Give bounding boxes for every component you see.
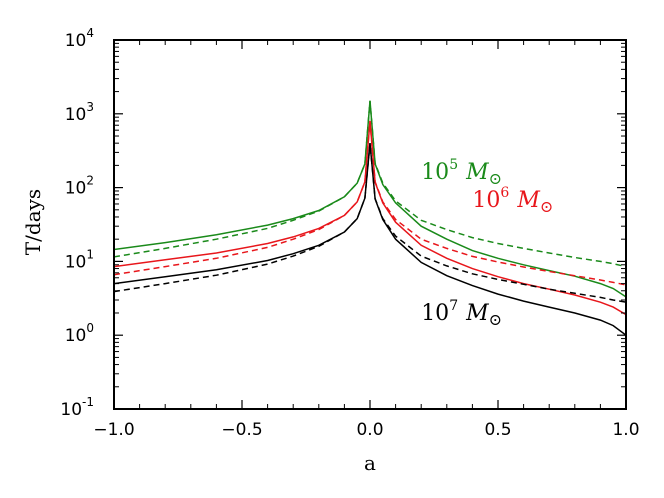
plot-frame: [113, 39, 627, 410]
tick-layer: [113, 39, 627, 410]
x-axis-title: a: [364, 451, 376, 475]
mass-label-1e7: 107 M⊙: [421, 298, 502, 329]
series-line-m6-dashed: [114, 120, 626, 286]
series-line-m5-solid: [114, 100, 626, 298]
x-tick-label: −0.5: [221, 420, 262, 440]
series-line-m5-dashed: [114, 100, 626, 268]
mass-label-1e5: 105 M⊙: [421, 157, 502, 188]
annotation-layer: 105 M⊙106 M⊙ 107 M⊙: [421, 157, 553, 329]
y-tick-label: 104: [65, 26, 94, 51]
y-tick-label: 100: [65, 321, 94, 346]
x-tick-label: 1.0: [612, 420, 639, 440]
y-axis-title: T/days: [21, 189, 45, 255]
y-tick-label: 103: [65, 100, 94, 125]
x-tick-label: 0.5: [484, 420, 511, 440]
mass-label-1e6: 106 M⊙: [472, 185, 553, 216]
series-line-m7-dashed: [114, 143, 626, 303]
series-layer: [114, 100, 626, 336]
y-tick-label: 101: [65, 247, 94, 272]
y-tick-label: 102: [65, 174, 94, 199]
x-tick-label: −1.0: [93, 420, 134, 440]
label-layer: −1.0 −0.5 0.0 0.5 1.0 10-1 100 101 102 103 104: [60, 26, 639, 440]
y-tick-label: 10-1: [60, 395, 94, 420]
x-tick-label: 0.0: [356, 420, 383, 440]
